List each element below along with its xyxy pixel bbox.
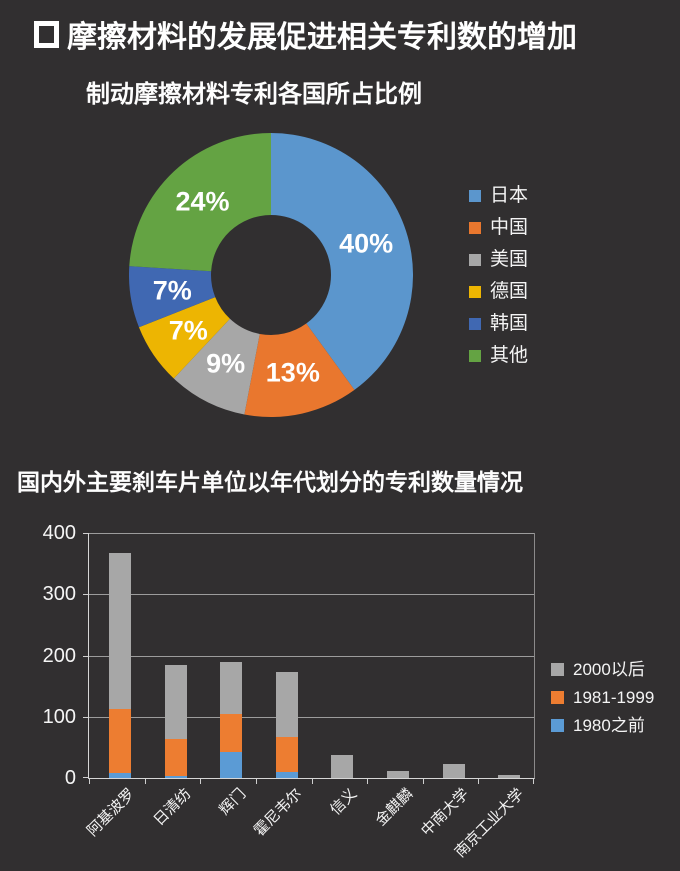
- x-tick-mark: [422, 779, 424, 784]
- pie-legend-item-德国: 德国: [469, 282, 528, 301]
- legend-swatch-icon: [551, 663, 564, 676]
- y-tick-mark: [83, 716, 88, 718]
- legend-swatch-icon: [469, 349, 481, 362]
- bar-legend-item-1980之前: 1980之前: [551, 716, 654, 735]
- pie-legend-item-日本: 日本: [469, 186, 528, 205]
- bar-segment-霍尼韦尔-2000以后: [275, 672, 298, 737]
- donut-svg: [129, 133, 413, 417]
- bar-segment-霍尼韦尔-1981-1999: [275, 736, 298, 772]
- x-tick-mark: [200, 779, 202, 784]
- slide-header: 摩擦材料的发展促进相关专利数的增加: [34, 12, 577, 56]
- pie-data-label-其他: 24%: [175, 186, 230, 217]
- x-axis-category-label-日清纺: 日清纺: [150, 785, 194, 830]
- y-axis-tick-label-300: 300: [42, 583, 76, 606]
- y-axis-tick-label-400: 400: [42, 522, 76, 544]
- pie-data-label-德国: 7%: [168, 315, 208, 346]
- x-tick-mark: [367, 779, 369, 784]
- pie-legend-label: 其他: [490, 345, 529, 366]
- bar-segment-信义-2000以后: [331, 754, 354, 778]
- bar-chart-title: 国内外主要刹车片单位以年代划分的专利数量情况: [17, 469, 523, 495]
- legend-swatch-icon: [469, 221, 481, 234]
- bar-legend: 2000以后 1981-1999 1980之前: [551, 660, 654, 735]
- x-tick-mark: [533, 779, 534, 784]
- bar-segment-辉门-1980之前: [220, 751, 243, 778]
- x-axis-category-label-金麒麟: 金麒麟: [372, 785, 417, 830]
- pie-legend: 日本中国美国德国韩国其他: [469, 186, 528, 365]
- bar-segment-霍尼韦尔-1980之前: [275, 771, 298, 778]
- y-tick-mark: [83, 655, 88, 657]
- donut-slice-德国: [138, 297, 230, 379]
- bar-segment-辉门-1981-1999: [220, 713, 243, 752]
- pie-legend-item-韩国: 韩国: [469, 314, 528, 333]
- bar-segment-日清纺-1981-1999: [164, 739, 187, 777]
- x-tick-mark: [311, 779, 313, 784]
- donut-slice-其他: [129, 133, 271, 272]
- y-tick-mark: [83, 594, 88, 596]
- y-tick-mark: [83, 777, 88, 778]
- bar-legend-item-2000以后: 2000以后: [551, 660, 654, 679]
- bar-plot-area: [83, 533, 535, 784]
- pie-data-label-美国: 9%: [206, 348, 246, 379]
- pie-chart-title: 制动摩擦材料专利各国所占比例: [86, 81, 422, 108]
- x-axis-category-label-霍尼韦尔: 霍尼韦尔: [250, 785, 306, 840]
- y-axis-tick-label-200: 200: [42, 644, 76, 667]
- gridline-100: [89, 716, 534, 718]
- donut-slice-美国: [173, 318, 260, 415]
- bar-segment-阿基波罗-2000以后: [109, 552, 131, 709]
- y-axis-tick-label-0: 0: [64, 767, 76, 789]
- bar-segment-日清纺-1980之前: [164, 776, 187, 778]
- x-tick-mark: [478, 779, 480, 784]
- x-axis-category-label-辉门: 辉门: [216, 785, 250, 819]
- y-tick-mark: [83, 533, 88, 534]
- square-bullet-icon: [34, 20, 59, 48]
- legend-swatch-icon: [469, 317, 481, 330]
- pie-data-label-中国: 13%: [265, 357, 320, 388]
- legend-swatch-icon: [551, 719, 564, 732]
- gridline-400: [89, 533, 534, 534]
- donut-slice-日本: [271, 133, 413, 390]
- bar-legend-item-1981-1999: 1981-1999: [551, 688, 654, 707]
- pie-legend-label: 日本: [490, 185, 529, 206]
- pie-legend-item-美国: 美国: [469, 250, 528, 269]
- legend-swatch-icon: [551, 691, 564, 704]
- slide-title: 摩擦材料的发展促进相关专利数的增加: [67, 21, 577, 54]
- bar-segment-阿基波罗-1980之前: [109, 773, 131, 778]
- donut-slice-韩国: [129, 266, 216, 328]
- x-tick-mark: [89, 779, 90, 784]
- pie-legend-label: 中国: [490, 217, 529, 238]
- pie-legend-label: 德国: [490, 281, 529, 302]
- bar-legend-label: 1981-1999: [573, 687, 655, 707]
- pie-data-label-韩国: 7%: [152, 275, 192, 306]
- legend-swatch-icon: [469, 189, 481, 202]
- bar-legend-label: 1980之前: [573, 715, 645, 735]
- bar-segment-金麒麟-2000以后: [387, 770, 409, 778]
- legend-swatch-icon: [469, 253, 481, 266]
- y-axis-tick-label-100: 100: [42, 705, 76, 728]
- bar-segment-中南大学-2000以后: [442, 763, 465, 778]
- donut-chart: 40% 13% 9% 7% 7% 24%: [129, 133, 413, 417]
- bar-segment-日清纺-2000以后: [164, 664, 187, 740]
- bar-segment-南京工业大学-2000以后: [498, 774, 521, 778]
- x-tick-mark: [144, 779, 146, 784]
- pie-legend-item-其他: 其他: [469, 346, 528, 365]
- donut-slice-中国: [244, 323, 355, 417]
- pie-legend-label: 美国: [490, 249, 529, 270]
- pie-data-label-日本: 40%: [339, 228, 394, 259]
- x-axis-category-label-信义: 信义: [327, 785, 361, 819]
- gridline-300: [89, 594, 534, 596]
- legend-swatch-icon: [469, 285, 481, 298]
- gridline-200: [89, 655, 534, 657]
- x-axis-category-label-中南大学: 中南大学: [417, 785, 472, 840]
- x-tick-mark: [255, 779, 257, 784]
- pie-legend-item-中国: 中国: [469, 218, 528, 237]
- bar-legend-label: 2000以后: [573, 659, 645, 679]
- bar-segment-辉门-2000以后: [220, 661, 243, 714]
- pie-legend-label: 韩国: [490, 313, 529, 334]
- bar-segment-阿基波罗-1981-1999: [109, 708, 131, 774]
- x-axis-category-label-阿基波罗: 阿基波罗: [83, 785, 139, 840]
